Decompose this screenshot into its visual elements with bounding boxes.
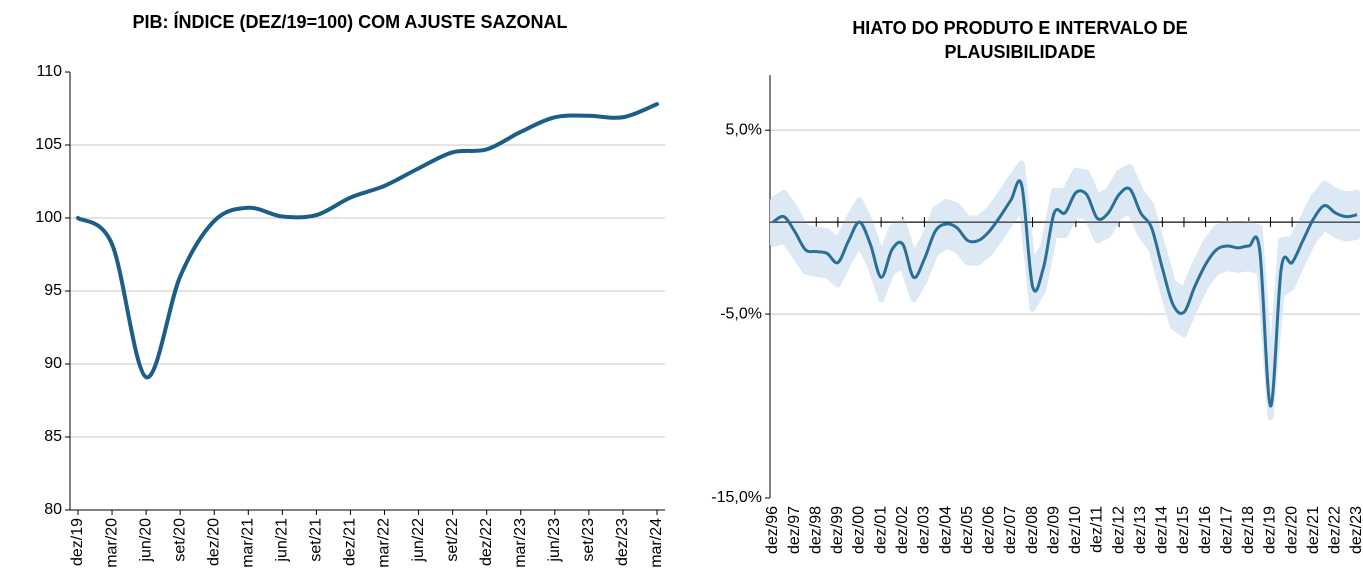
y-tick-label: -15,0% xyxy=(711,489,762,506)
plausibility-band xyxy=(770,160,1360,421)
x-tick-label: dez/15 xyxy=(1175,506,1192,554)
x-tick-label: dez/10 xyxy=(1067,506,1084,554)
y-tick-label: -5,0% xyxy=(720,305,762,322)
y-tick-label: 85 xyxy=(44,428,62,445)
x-tick-label: set/22 xyxy=(444,518,461,562)
x-tick-label: dez/08 xyxy=(1024,506,1041,554)
x-tick-label: dez/19 xyxy=(69,518,86,566)
x-tick-label: dez/09 xyxy=(1045,506,1062,554)
line xyxy=(772,179,1358,408)
x-tick-label: dez/05 xyxy=(959,506,976,554)
x-tick-label: dez/98 xyxy=(807,506,824,554)
x-tick-label: mar/22 xyxy=(376,518,393,568)
x-tick-label: dez/12 xyxy=(1110,506,1127,554)
x-tick-label: set/23 xyxy=(580,518,597,562)
x-tick-label: dez/21 xyxy=(1305,506,1322,554)
x-tick-label: dez/22 xyxy=(1327,506,1344,554)
x-tick-label: dez/06 xyxy=(981,506,998,554)
x-tick-label: jun/21 xyxy=(274,518,291,563)
x-tick-label: dez/19 xyxy=(1262,506,1279,554)
x-tick-label: dez/02 xyxy=(894,506,911,554)
x-tick-label: dez/23 xyxy=(614,518,631,566)
x-tick-label: dez/03 xyxy=(916,506,933,554)
y-tick-label: 5,0% xyxy=(726,121,762,138)
x-tick-label: dez/97 xyxy=(786,506,803,554)
x-tick-label: dez/01 xyxy=(872,506,889,554)
x-tick-label: dez/17 xyxy=(1218,506,1235,554)
x-tick-label: dez/07 xyxy=(1002,506,1019,554)
x-tick-label: mar/24 xyxy=(648,518,665,568)
x-tick-label: dez/14 xyxy=(1154,506,1171,554)
y-tick-label: 100 xyxy=(35,209,62,226)
x-tick-label: jun/22 xyxy=(410,518,427,563)
x-tick-label: set/21 xyxy=(308,518,325,562)
x-tick-label: dez/00 xyxy=(851,506,868,554)
y-tick-label: 110 xyxy=(36,63,62,80)
x-tick-label: dez/23 xyxy=(1348,506,1363,554)
chart-title: HIATO DO PRODUTO E INTERVALO DE PLAUSIBI… xyxy=(852,18,1188,62)
x-tick-label: dez/20 xyxy=(205,518,222,566)
x-tick-label: dez/11 xyxy=(1089,506,1106,553)
x-tick-label: dez/16 xyxy=(1197,506,1214,554)
x-tick-label: jun/20 xyxy=(137,518,154,563)
x-tick-label: mar/23 xyxy=(512,518,529,568)
x-tick-label: dez/18 xyxy=(1240,506,1257,554)
x-tick-label: dez/20 xyxy=(1283,506,1300,554)
x-tick-label: dez/04 xyxy=(937,506,954,554)
x-tick-label: dez/21 xyxy=(342,518,359,566)
chart-title: PIB: ÍNDICE (DEZ/19=100) COM AJUSTE SAZO… xyxy=(132,12,568,32)
x-tick-label: dez/13 xyxy=(1132,506,1149,554)
x-tick-label: jun/23 xyxy=(546,518,563,563)
x-tick-label: mar/21 xyxy=(240,518,257,568)
y-tick-label: 80 xyxy=(44,501,62,518)
y-tick-label: 90 xyxy=(44,355,62,372)
x-tick-label: dez/22 xyxy=(478,518,495,566)
x-tick-label: set/20 xyxy=(171,518,188,562)
y-tick-label: 105 xyxy=(35,136,62,153)
y-tick-label: 95 xyxy=(44,282,62,299)
x-tick-label: dez/96 xyxy=(764,506,781,554)
x-tick-label: dez/99 xyxy=(829,506,846,554)
x-tick-label: mar/20 xyxy=(103,518,120,568)
line xyxy=(76,102,659,380)
